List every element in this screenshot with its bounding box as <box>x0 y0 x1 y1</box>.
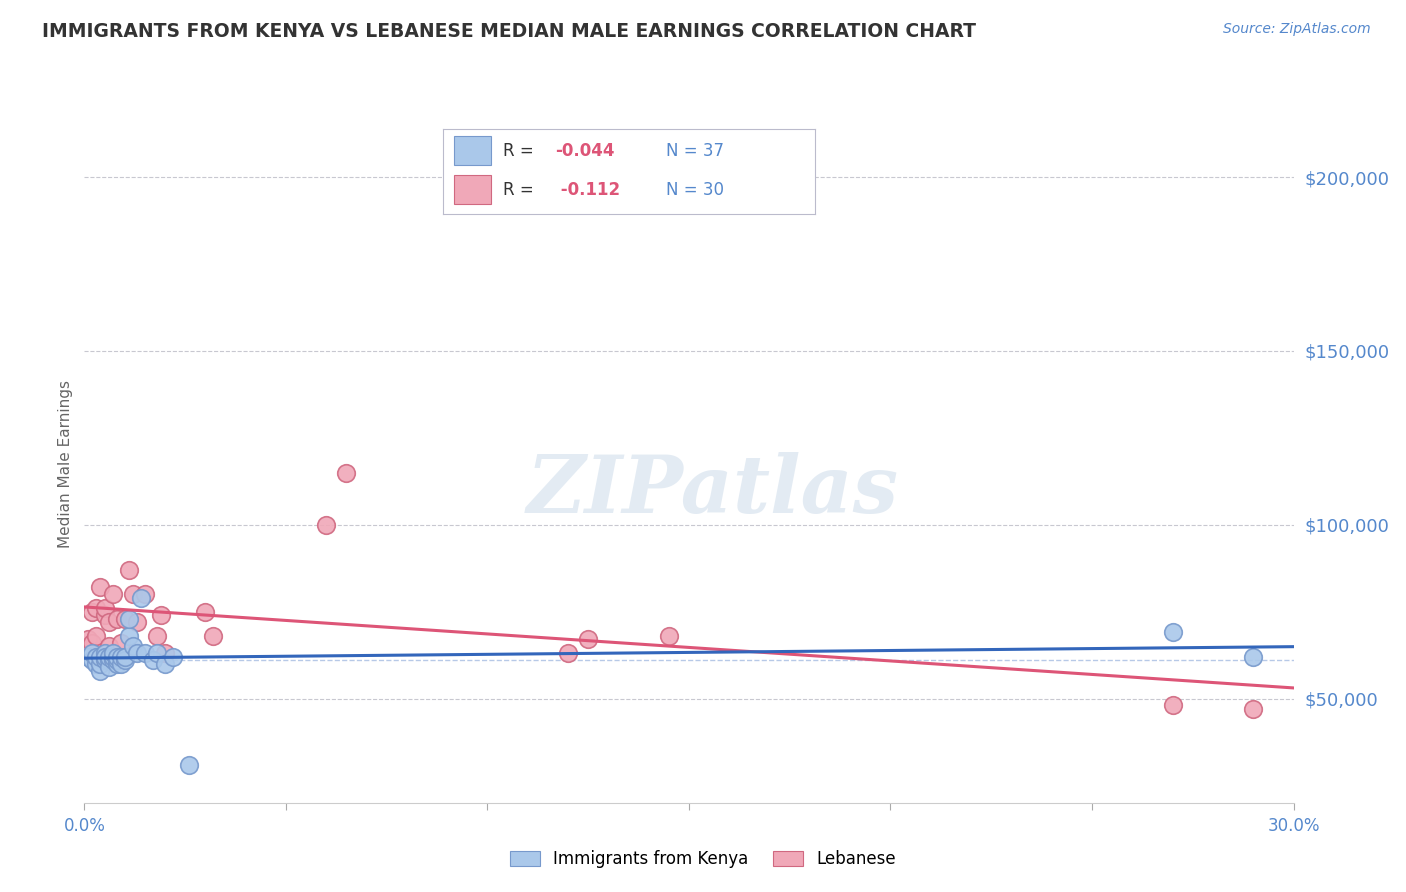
Point <box>105 657 128 671</box>
Point <box>93 649 115 664</box>
Point <box>86 657 108 671</box>
Point <box>93 608 115 623</box>
Point <box>134 587 156 601</box>
Bar <box>454 175 491 204</box>
Point <box>89 664 111 678</box>
Bar <box>454 136 491 165</box>
Point <box>101 653 124 667</box>
Point <box>77 632 100 647</box>
Point <box>101 587 124 601</box>
Text: Source: ZipAtlas.com: Source: ZipAtlas.com <box>1223 22 1371 37</box>
Point <box>121 587 143 601</box>
Point <box>86 601 108 615</box>
Point <box>114 611 136 625</box>
Point <box>557 646 579 660</box>
Text: IMMIGRANTS FROM KENYA VS LEBANESE MEDIAN MALE EARNINGS CORRELATION CHART: IMMIGRANTS FROM KENYA VS LEBANESE MEDIAN… <box>42 22 976 41</box>
Text: -0.044: -0.044 <box>554 142 614 160</box>
Point <box>1161 625 1184 640</box>
Point <box>97 649 120 664</box>
Point <box>162 649 184 664</box>
Point <box>1241 649 1264 664</box>
Point <box>93 601 115 615</box>
Point <box>658 629 681 643</box>
Point <box>110 657 132 671</box>
Point <box>576 632 599 647</box>
Text: N = 37: N = 37 <box>666 142 724 160</box>
Point <box>101 649 124 664</box>
Point <box>194 605 217 619</box>
Point <box>93 646 115 660</box>
Point <box>134 646 156 660</box>
Point <box>335 466 357 480</box>
Point <box>105 653 128 667</box>
Point <box>142 653 165 667</box>
Point <box>97 653 120 667</box>
Point <box>105 611 128 625</box>
Text: R =: R = <box>502 142 538 160</box>
Point <box>89 657 111 671</box>
Point <box>89 649 111 664</box>
Text: R =: R = <box>502 180 538 199</box>
Point <box>82 653 104 667</box>
Point <box>82 636 104 650</box>
Point <box>114 653 136 667</box>
Point <box>179 757 201 772</box>
Point <box>110 636 132 650</box>
Point <box>82 646 104 660</box>
Point <box>105 649 128 664</box>
Point <box>146 646 169 660</box>
Point <box>97 615 120 629</box>
Point <box>82 605 104 619</box>
Text: ZIPatlas: ZIPatlas <box>527 452 900 530</box>
Point <box>1161 698 1184 713</box>
Point <box>315 517 337 532</box>
Text: N = 30: N = 30 <box>666 180 724 199</box>
Point <box>86 649 108 664</box>
Point <box>125 646 148 660</box>
Point <box>114 649 136 664</box>
Point <box>93 653 115 667</box>
Point <box>77 649 100 664</box>
Point <box>110 649 132 664</box>
Point <box>89 580 111 594</box>
Point <box>125 615 148 629</box>
Point <box>118 611 141 625</box>
Point <box>153 657 176 671</box>
Point <box>118 563 141 577</box>
Point <box>149 608 172 623</box>
Point <box>97 660 120 674</box>
Point <box>101 646 124 660</box>
Text: -0.112: -0.112 <box>554 180 620 199</box>
Point <box>129 591 152 605</box>
Y-axis label: Median Male Earnings: Median Male Earnings <box>58 380 73 548</box>
Point <box>146 629 169 643</box>
Point <box>121 640 143 654</box>
Point <box>118 629 141 643</box>
Point <box>86 629 108 643</box>
Point <box>202 629 225 643</box>
Point <box>97 640 120 654</box>
Point <box>1241 702 1264 716</box>
Legend: Immigrants from Kenya, Lebanese: Immigrants from Kenya, Lebanese <box>503 844 903 875</box>
Point <box>153 646 176 660</box>
